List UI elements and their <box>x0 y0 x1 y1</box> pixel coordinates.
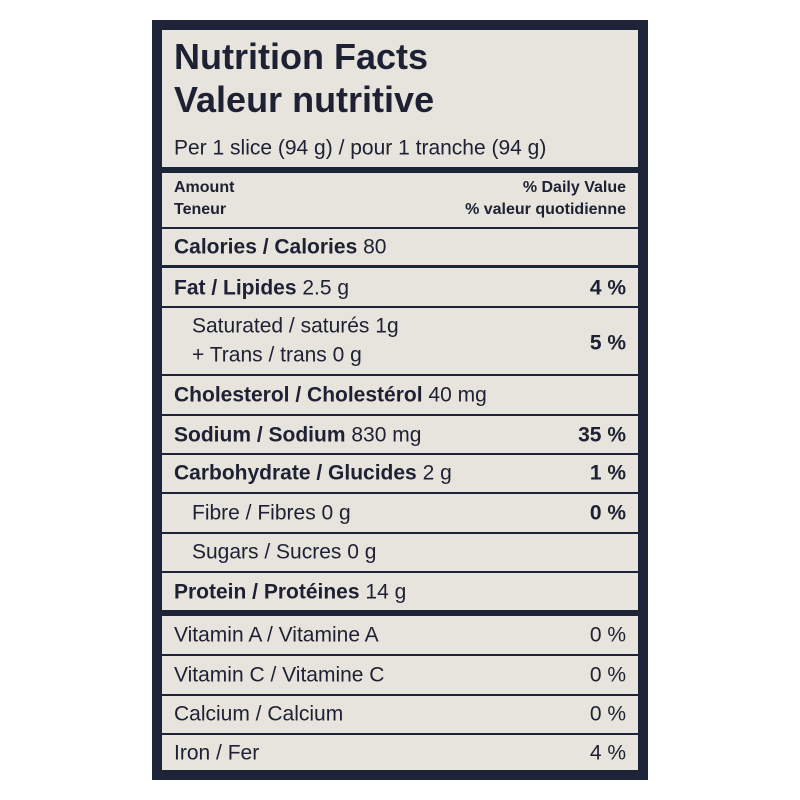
rule <box>162 227 638 229</box>
nutrient: Cholesterol / Cholestérol <box>174 383 423 407</box>
rule <box>162 306 638 308</box>
row-label: Saturated / saturés 1g <box>192 316 399 337</box>
daily-value: 5 % <box>589 331 626 355</box>
rule <box>162 571 638 573</box>
rule <box>162 532 638 534</box>
col-header: Teneur <box>174 201 227 218</box>
nutrient: Calories / Calories <box>174 235 358 259</box>
amount: 0 g <box>321 501 351 525</box>
rule <box>162 453 638 455</box>
row-label: Protein / Protéines 14 g <box>174 582 406 603</box>
amount: 830 mg <box>351 423 422 447</box>
col-header: Amount <box>174 179 235 196</box>
rule <box>162 492 638 494</box>
nutrient: Saturated / saturés <box>192 314 370 338</box>
nutrient: Fat / Lipides <box>174 276 297 300</box>
col-header: % valeur quotidienne <box>465 201 626 218</box>
daily-value: 0 % <box>589 501 626 525</box>
amount: 0 g <box>332 343 362 367</box>
title: Nutrition Facts <box>174 36 429 77</box>
daily-value: 4 % <box>589 276 626 300</box>
row-label: Vitamin A / Vitamine A <box>174 625 379 646</box>
rule <box>162 265 638 268</box>
nutrient: Iron / Fer <box>174 741 260 765</box>
rule <box>162 733 638 735</box>
rule <box>162 167 638 173</box>
row-label: Iron / Fer <box>174 743 259 764</box>
daily-value: 0 % <box>589 663 626 687</box>
subtitle: Valeur nutritive <box>174 79 435 120</box>
nutrition-panel: Nutrition Facts Valeur nutritive Per 1 s… <box>162 30 638 770</box>
amount: 80 <box>363 235 387 259</box>
nutrient: Calcium / Calcium <box>174 702 344 726</box>
daily-value: 35 % <box>578 423 626 447</box>
row-label: Carbohydrate / Glucides 2 g <box>174 463 452 484</box>
rule <box>162 610 638 616</box>
row-label: Calcium / Calcium <box>174 704 343 725</box>
nutrient: Carbohydrate / Glucides <box>174 461 417 485</box>
serving: Per 1 slice (94 g) / pour 1 tranche (94 … <box>174 136 547 160</box>
row-label: Fibre / Fibres 0 g <box>192 503 351 524</box>
amount: 14 g <box>365 580 407 604</box>
amount: 40 mg <box>428 383 487 407</box>
col-header: % Daily Value <box>522 179 626 196</box>
nutrient: + Trans / trans <box>192 343 327 367</box>
row-label: + Trans / trans 0 g <box>192 345 362 366</box>
row-label: Vitamin C / Vitamine C <box>174 665 384 686</box>
daily-value: 0 % <box>589 623 626 647</box>
row-label: Fat / Lipides 2.5 g <box>174 278 349 299</box>
rule <box>162 374 638 376</box>
rule <box>162 694 638 696</box>
daily-value: 0 % <box>589 702 626 726</box>
amount: 1g <box>375 314 399 338</box>
daily-value: 1 % <box>589 461 626 485</box>
nutrient: Sodium / Sodium <box>174 423 346 447</box>
row-label: Sodium / Sodium 830 mg <box>174 425 421 446</box>
rule <box>162 414 638 416</box>
amount: 2 g <box>422 461 452 485</box>
rule <box>162 654 638 656</box>
amount: 0 g <box>347 540 377 564</box>
amount: 2.5 g <box>302 276 350 300</box>
row-label: Sugars / Sucres 0 g <box>192 542 376 563</box>
nutrient: Fibre / Fibres <box>192 501 316 525</box>
row-label: Cholesterol / Cholestérol 40 mg <box>174 385 487 406</box>
nutrient: Vitamin C / Vitamine C <box>174 663 385 687</box>
row-label: Calories / Calories 80 <box>174 237 386 258</box>
nutrient: Vitamin A / Vitamine A <box>174 623 379 647</box>
daily-value: 4 % <box>589 741 626 765</box>
nutrient: Protein / Protéines <box>174 580 360 604</box>
nutrient: Sugars / Sucres <box>192 540 342 564</box>
